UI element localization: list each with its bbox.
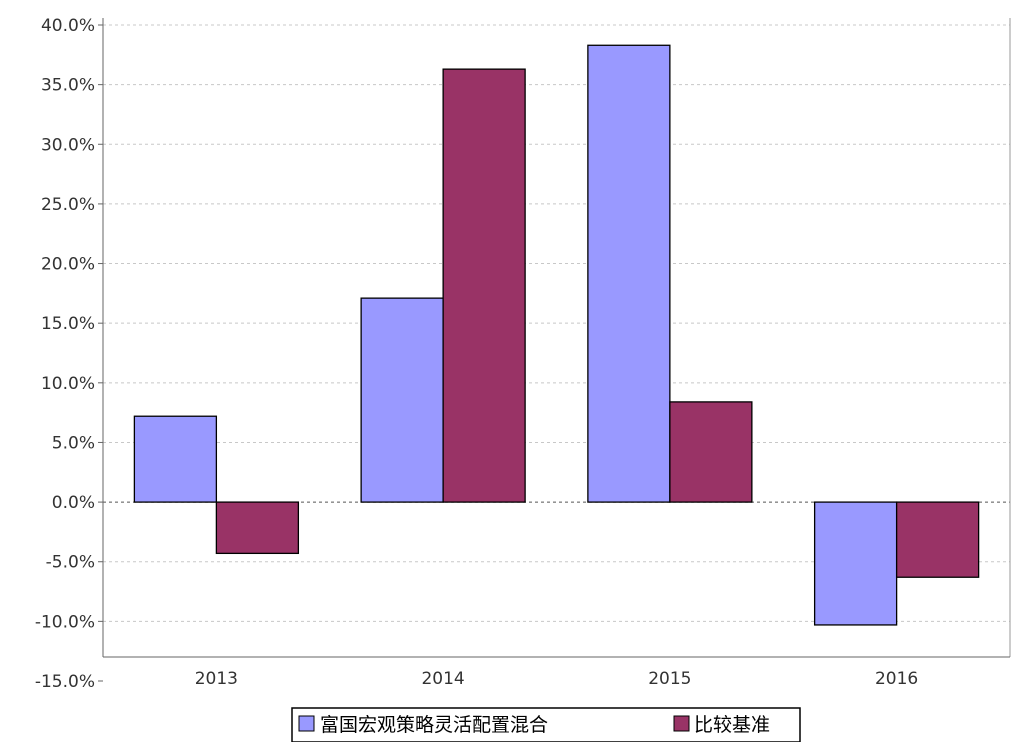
legend: 富国宏观策略灵活配置混合 比较基准 (291, 707, 801, 742)
x-tick-label: 2016 (875, 669, 918, 689)
legend-swatch-series-1 (298, 715, 315, 732)
y-tick-label: 30.0% (41, 135, 95, 155)
legend-box (291, 707, 801, 742)
bar-1-2014 (360, 297, 444, 503)
x-tick-label: 2015 (648, 669, 691, 689)
legend-label-series-1: 富国宏观策略灵活配置混合 (320, 714, 548, 736)
x-tick-labels: 2013 2014 2015 2016 (195, 669, 919, 689)
bar-1-2013 (133, 415, 218, 503)
y-tick-label: 20.0% (41, 255, 95, 275)
axes (102, 18, 1011, 658)
legend-swatch-series-2 (673, 715, 690, 732)
bars (133, 44, 980, 626)
y-tick-label: 40.0% (41, 16, 95, 36)
y-tick-label: 5.0% (52, 433, 95, 453)
bar-2-2013 (215, 501, 300, 555)
grid-lines (103, 24, 1010, 622)
x-tick-label: 2013 (195, 669, 238, 689)
x-tick-label: 2014 (421, 669, 464, 689)
y-tick-label: -15.0% (35, 672, 95, 692)
y-tick-label: -10.0% (35, 612, 95, 632)
bar-2-2015 (669, 401, 753, 503)
bar-2-2014 (442, 68, 526, 503)
y-tick-label: -5.0% (46, 553, 95, 573)
y-tick-label: 10.0% (41, 374, 95, 394)
y-tick-label: 25.0% (41, 195, 95, 215)
bar-1-2016 (813, 501, 898, 626)
bar-2-2016 (895, 501, 980, 578)
y-tick-labels: 40.0% 35.0% 30.0% 25.0% 20.0% 15.0% 10.0% 5.0% 0… (35, 16, 103, 692)
bar-1-2015 (587, 44, 671, 503)
y-tick-label: 0.0% (52, 493, 95, 513)
y-tick-label: 15.0% (41, 314, 95, 334)
y-tick-label: 35.0% (41, 76, 95, 96)
legend-label-series-2: 比较基准 (694, 714, 770, 736)
